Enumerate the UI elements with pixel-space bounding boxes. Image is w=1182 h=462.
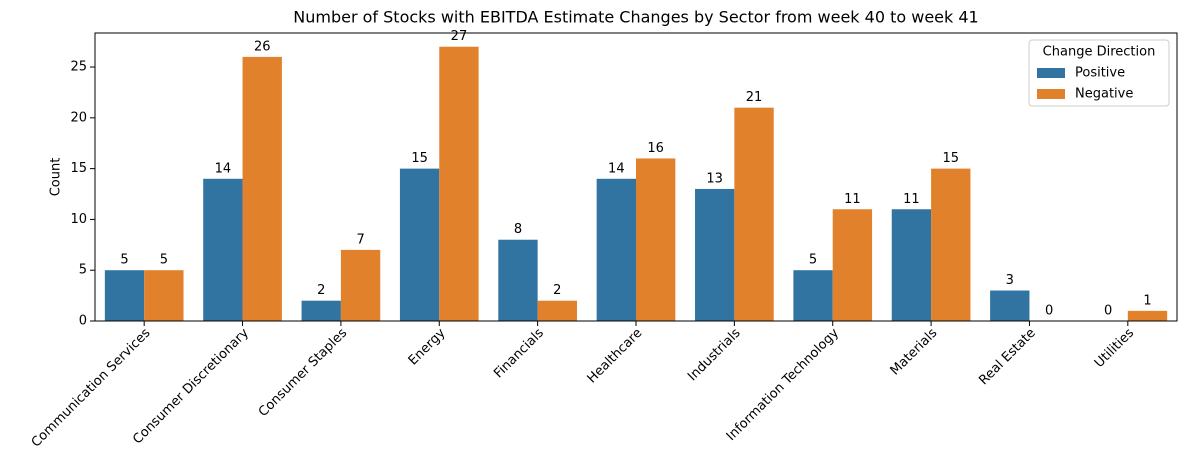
x-tick-label: Consumer Discretionary bbox=[130, 325, 252, 447]
legend-swatch bbox=[1037, 68, 1065, 78]
bar bbox=[242, 56, 282, 321]
data-label: 14 bbox=[608, 161, 625, 176]
legend-label: Positive bbox=[1075, 66, 1125, 81]
legend-title: Change Direction bbox=[1043, 45, 1156, 60]
bar bbox=[144, 270, 184, 321]
bar bbox=[537, 300, 577, 321]
data-label: 14 bbox=[215, 161, 232, 176]
x-tick-label: Industrials bbox=[685, 326, 744, 385]
bar bbox=[203, 178, 243, 321]
data-label: 16 bbox=[647, 141, 664, 156]
bar bbox=[931, 168, 971, 321]
data-label: 5 bbox=[809, 253, 817, 268]
y-tick-label: 10 bbox=[70, 212, 87, 227]
x-tick-label: Materials bbox=[888, 326, 941, 379]
data-label: 13 bbox=[706, 171, 723, 186]
bar bbox=[990, 290, 1030, 321]
y-tick-label: 15 bbox=[70, 161, 87, 176]
bar bbox=[793, 270, 833, 321]
data-label: 5 bbox=[160, 253, 168, 268]
y-tick-label: 0 bbox=[79, 314, 87, 329]
data-label: 0 bbox=[1104, 304, 1112, 319]
data-label: 2 bbox=[553, 283, 561, 298]
data-label: 5 bbox=[120, 253, 128, 268]
bar bbox=[498, 239, 538, 321]
data-label: 1 bbox=[1143, 293, 1151, 308]
y-tick-label: 25 bbox=[70, 60, 87, 75]
y-tick-label: 5 bbox=[79, 263, 87, 278]
y-tick-label: 20 bbox=[70, 110, 87, 125]
y-axis-label: Count bbox=[49, 158, 64, 197]
data-label: 15 bbox=[411, 151, 428, 166]
data-label: 26 bbox=[254, 39, 271, 54]
legend-label: Negative bbox=[1075, 87, 1133, 102]
bar bbox=[104, 270, 145, 321]
bar bbox=[891, 209, 932, 321]
bar bbox=[596, 178, 636, 321]
x-tick-label: Real Estate bbox=[976, 326, 1038, 388]
bar bbox=[832, 209, 873, 321]
bar bbox=[695, 188, 735, 321]
data-label: 11 bbox=[903, 192, 920, 207]
data-label: 8 bbox=[514, 222, 522, 237]
legend-swatch bbox=[1037, 89, 1065, 99]
data-label: 15 bbox=[942, 151, 959, 166]
bar bbox=[636, 158, 676, 321]
bar bbox=[734, 107, 774, 322]
x-tick-label: Healthcare bbox=[585, 326, 646, 387]
bar bbox=[399, 168, 440, 321]
data-label: 2 bbox=[317, 283, 325, 298]
bar bbox=[301, 300, 341, 321]
bar bbox=[340, 249, 381, 321]
x-tick-label: Financials bbox=[491, 326, 547, 382]
data-label: 0 bbox=[1045, 304, 1053, 319]
bar bbox=[439, 46, 479, 321]
data-label: 11 bbox=[844, 192, 861, 207]
data-label: 21 bbox=[746, 90, 763, 105]
axes-frame bbox=[94, 32, 1178, 322]
x-tick-label: Utilities bbox=[1092, 326, 1137, 371]
data-label: 7 bbox=[356, 232, 364, 247]
x-tick-label: Energy bbox=[406, 325, 449, 368]
x-tick-label: Consumer Staples bbox=[256, 326, 350, 420]
x-tick-label: Information Technology bbox=[724, 325, 842, 443]
data-label: 27 bbox=[451, 29, 468, 44]
chart-title: Number of Stocks with EBITDA Estimate Ch… bbox=[293, 8, 978, 27]
data-label: 3 bbox=[1006, 273, 1014, 288]
bar bbox=[1127, 310, 1168, 321]
